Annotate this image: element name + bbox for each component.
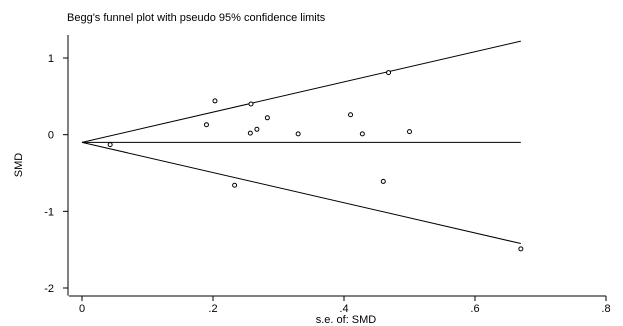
axes: 1 0 -1 -2 0 .2 .4 .6 .8: [44, 35, 611, 315]
x-tick-label: .2: [208, 303, 217, 315]
study-point: [212, 98, 218, 104]
study-point: [247, 130, 253, 136]
study-point: [348, 112, 354, 118]
x-axis-title: s.e. of: SMD: [316, 314, 377, 326]
study-point: [380, 178, 386, 184]
study-points: [107, 70, 524, 252]
y-axis-title: SMD: [13, 153, 25, 178]
upper-confidence-limit: [81, 40, 521, 143]
study-point: [254, 126, 260, 132]
study-point: [359, 131, 365, 137]
y-tick-label: -1: [44, 206, 54, 218]
confidence-limit-lines: [81, 40, 521, 245]
chart-title: Begg's funnel plot with pseudo 95% confi…: [67, 12, 326, 24]
study-point: [386, 70, 392, 76]
lower-confidence-limit: [81, 141, 521, 245]
y-tick-label: -2: [44, 283, 54, 295]
study-point: [518, 246, 524, 252]
x-tick-label: .4: [339, 303, 348, 315]
y-tick-label: 1: [48, 53, 54, 65]
study-point: [232, 182, 238, 188]
study-point: [407, 129, 412, 135]
study-point: [107, 142, 113, 148]
study-point: [264, 115, 270, 121]
x-tick-label: .8: [601, 303, 610, 315]
x-tick-label: .6: [470, 303, 479, 315]
study-point: [248, 101, 254, 107]
y-tick-label: 0: [48, 130, 54, 142]
x-tick-label: 0: [79, 303, 85, 315]
study-point: [203, 122, 209, 128]
study-point: [295, 131, 301, 137]
